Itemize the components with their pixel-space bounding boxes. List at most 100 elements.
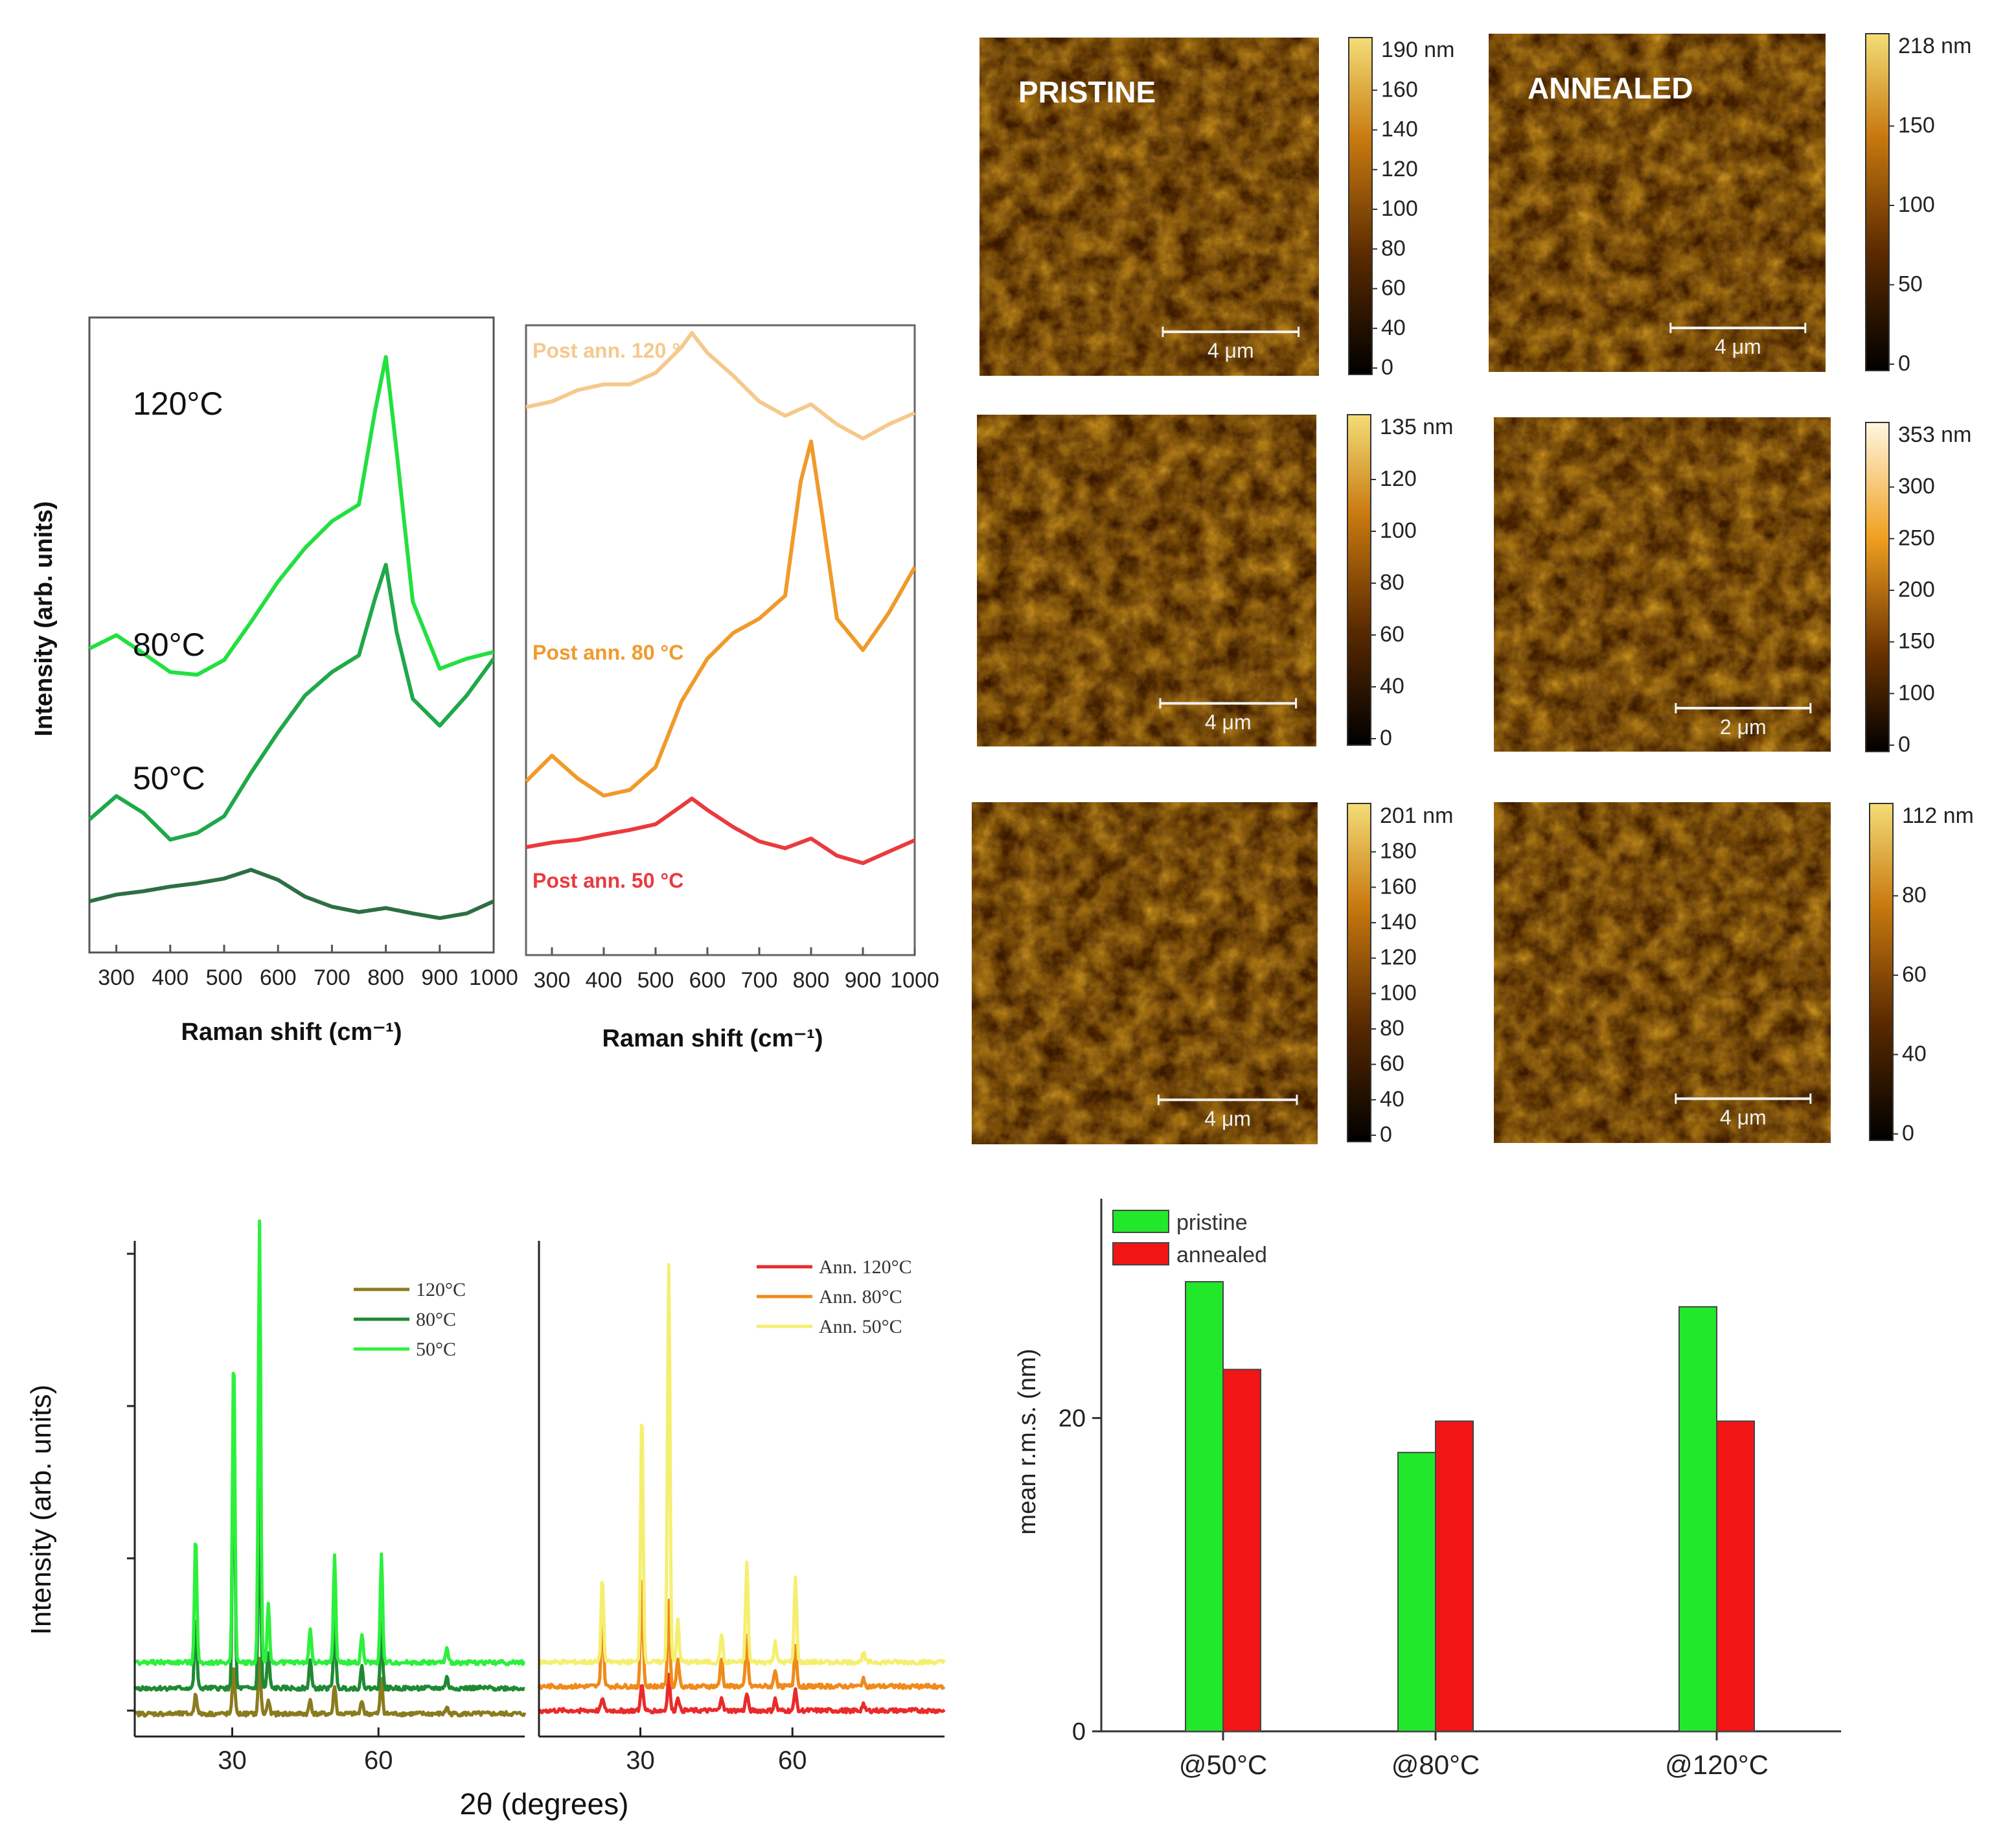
afm-annealed-2-colorbar [1865, 422, 1890, 752]
afm-annealed-1-scalebar-label: 4 μm [1715, 335, 1761, 358]
afm-annealed-3-colorbar-tick-label-2: 40 [1902, 1042, 1927, 1067]
xrd1-xtick-label-1: 60 [364, 1746, 393, 1775]
afm-pristine-1-colorbar-tick-label-5: 60 [1381, 276, 1406, 301]
bar-pristine-1 [1397, 1451, 1436, 1733]
afm-annealed-2-colorbar-tick-label-3: 150 [1898, 629, 1935, 654]
xrd1-xtick-label-0: 30 [218, 1746, 247, 1775]
afm-pristine-3-colorbar-max: 201 nm [1380, 803, 1453, 828]
raman1-xtick-label-1: 400 [152, 965, 189, 990]
bar-legend-swatch-1 [1112, 1242, 1169, 1265]
afm-annealed-1-colorbar-tick-label-3: 0 [1898, 351, 1910, 376]
raman2-xtick-label-0: 300 [534, 968, 571, 993]
raman1-xtick-label-7: 1000 [469, 965, 518, 990]
raman2-series-2 [525, 796, 916, 866]
raman1-series-2 [89, 868, 495, 920]
afm-annealed-2-colorbar-tick-label-2: 200 [1898, 577, 1935, 602]
afm-annealed-1-colorbar-tick-label-2: 50 [1898, 272, 1923, 297]
afm-pristine-1-colorbar-tick-label-2: 120 [1381, 157, 1418, 181]
afm-pristine-1-colorbar-tick-label-1: 140 [1381, 117, 1418, 142]
raman1-xtick-label-3: 600 [260, 965, 297, 990]
bar-category-label-0: @50°C [1179, 1749, 1267, 1780]
afm-pristine-2-colorbar-tick-label-3: 60 [1380, 622, 1404, 647]
afm-pristine-1-colorbar-tick-label-0: 160 [1381, 77, 1418, 102]
afm-pristine-1-colorbar-tick-label-3: 100 [1381, 196, 1418, 221]
afm-pristine-3-colorbar-tick-label-2: 140 [1380, 910, 1417, 934]
afm-pristine-2-scalebar-label: 4 μm [1205, 710, 1252, 733]
afm-annealed-1-colorbar-max: 218 nm [1898, 34, 1971, 58]
xrd2-legend-label-0: Ann. 120°C [819, 1256, 912, 1278]
raman1-xtick-label-4: 700 [314, 965, 350, 990]
xrd1-series-1 [133, 1408, 525, 1692]
bar-legend-label-0: pristine [1176, 1210, 1248, 1235]
afm-annealed-2-colorbar-tick-label-0: 300 [1898, 474, 1935, 499]
afm-pristine-2-dark-texture [977, 415, 1316, 746]
raman2-xtick-label-4: 700 [741, 968, 778, 993]
raman1-xtick-label-2: 500 [206, 965, 243, 990]
xrd-xlabel: 2θ (degrees) [460, 1787, 629, 1821]
xrd1-legend-label-2: 50°C [416, 1339, 456, 1360]
afm-annealed-3-colorbar-tick-label-1: 60 [1902, 962, 1927, 987]
raman2-xtick-label-5: 800 [793, 968, 830, 993]
afm-pristine-3-dark-texture [972, 802, 1318, 1144]
afm-pristine-3-colorbar-tick-label-7: 40 [1380, 1087, 1404, 1111]
xrd2-series-0 [537, 1672, 946, 1714]
afm-pristine-1-dark-texture [979, 38, 1319, 376]
afm-annealed-3: 4 μm 112 nm 80 60 40 0 [1494, 802, 1974, 1146]
raman-label-50: 50°C [133, 760, 205, 796]
afm-annealed-2-colorbar-tick-label-1: 250 [1898, 525, 1935, 550]
bar-ytick-label-1: 20 [1059, 1405, 1086, 1432]
afm-annealed-1-dark-texture [1489, 34, 1826, 372]
afm-pristine-1-scalebar-label: 4 μm [1208, 339, 1254, 362]
xrd-charts: 30 60 30 60 Intensity (arb. units) 2θ (degr… [25, 1219, 946, 1821]
raman-label-post-50: Post ann. 50 °C [533, 869, 683, 892]
afm-annealed-2-colorbar-max: 353 nm [1898, 422, 1971, 447]
raman-annealed-chart: 300 400 500 600 700 800 900 1000 Raman shift (c… [524, 324, 939, 1052]
afm-pristine-3-scalebar-label: 4 μm [1204, 1107, 1251, 1130]
afm-pristine-2-colorbar-tick-label-4: 40 [1380, 674, 1404, 698]
afm-annealed-3-colorbar-tick-label-0: 80 [1902, 883, 1927, 908]
bar-legend-label-1: annealed [1176, 1243, 1267, 1267]
afm-annealed-2-colorbar-tick-label-4: 100 [1898, 680, 1935, 705]
afm-pristine-1-colorbar-tick-label-7: 0 [1381, 355, 1393, 380]
afm-pristine-3-colorbar-tick-label-0: 180 [1380, 839, 1417, 864]
afm-annealed-3-colorbar [1869, 803, 1894, 1141]
bar-annealed-0 [1222, 1368, 1261, 1732]
afm-annealed-1-colorbar-tick-label-0: 150 [1898, 113, 1935, 138]
afm-pristine-1: PRISTINE 4 μm 190 nm 160 140 120 100 80 60 40 0 [979, 37, 1454, 380]
afm-annealed-1-label: ANNEALED [1528, 71, 1693, 105]
afm-pristine-3-colorbar [1347, 803, 1371, 1142]
raman-label-post-80: Post ann. 80 °C [533, 641, 683, 664]
afm-annealed-2-colorbar-tick-label-5: 0 [1898, 732, 1910, 757]
raman2-series-1 [524, 439, 917, 798]
raman1-series-0 [88, 355, 494, 677]
raman-pristine-chart: 300 400 500 600 700 800 900 1000 Raman shift (c… [30, 316, 518, 1046]
afm-annealed-1: ANNEALED 4 μm 218 nm 150 100 50 0 [1489, 33, 1971, 376]
raman-label-80: 80°C [133, 627, 205, 663]
bar-category-label-2: @120°C [1665, 1749, 1769, 1780]
raman1-xtick-label-6: 900 [421, 965, 458, 990]
afm-pristine-1-colorbar-tick-label-6: 40 [1381, 316, 1406, 340]
xrd2-xtick-label-1: 60 [778, 1746, 807, 1775]
bar-annealed-2 [1716, 1420, 1755, 1733]
afm-pristine-3-colorbar-tick-label-8: 0 [1380, 1122, 1392, 1147]
afm-pristine-1-colorbar [1348, 37, 1373, 375]
xrd2-xtick-label-0: 30 [626, 1746, 655, 1775]
rms-bar-chart: 0 20 @50°C @80°C @120°C pristine annealed mea… [1014, 1199, 1841, 1780]
xrd2-series-1 [537, 1580, 946, 1691]
raman2-xtick-label-7: 1000 [890, 968, 939, 993]
raman-pristine-xlabel: Raman shift (cm⁻¹) [181, 1019, 402, 1046]
afm-pristine-3: 4 μm 201 nm 180 160 140 120 100 80 60 40 0 [972, 802, 1453, 1147]
afm-annealed-2-dark-texture [1494, 417, 1831, 752]
afm-pristine-2-colorbar-tick-label-0: 120 [1380, 467, 1417, 491]
afm-pristine-3-colorbar-tick-label-5: 80 [1380, 1016, 1404, 1041]
raman2-xtick-label-2: 500 [637, 968, 674, 993]
bar-pristine-2 [1678, 1306, 1717, 1732]
bar-ylabel: mean r.m.s. (nm) [1014, 1348, 1041, 1534]
afm-annealed-1-colorbar [1865, 33, 1890, 371]
xrd2-legend-label-1: Ann. 80°C [819, 1286, 902, 1308]
afm-annealed-3-colorbar-max: 112 nm [1902, 803, 1974, 828]
raman2-xtick-label-6: 900 [845, 968, 882, 993]
bar-legend-swatch-0 [1112, 1210, 1169, 1233]
xrd1-series-2 [133, 1219, 526, 1667]
